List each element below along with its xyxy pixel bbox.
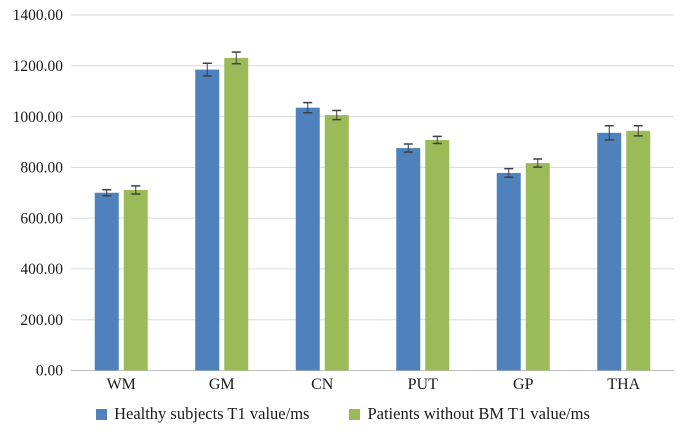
- legend-swatch-icon: [349, 408, 361, 420]
- bar-patients-without-bm: [626, 130, 651, 371]
- legend-label: Healthy subjects T1 value/ms: [114, 404, 310, 423]
- y-axis-tick-label: 0.00: [36, 363, 63, 380]
- x-axis-category-label: PUT: [408, 376, 438, 393]
- x-axis-category-label: CN: [311, 376, 334, 393]
- x-axis-category-label: THA: [607, 376, 640, 393]
- legend-swatch-icon: [96, 408, 108, 420]
- chart-legend: Healthy subjects T1 value/ms Patients wit…: [0, 404, 686, 424]
- y-axis-tick-label: 1200.00: [13, 58, 64, 75]
- bar-patients-without-bm: [525, 163, 550, 371]
- y-axis-tick-label: 1400.00: [13, 7, 64, 24]
- bar-patients-without-bm: [324, 115, 349, 371]
- bar-patients-without-bm: [123, 189, 148, 371]
- x-axis-category-label: WM: [107, 376, 136, 393]
- legend-item: Healthy subjects T1 value/ms: [96, 404, 309, 424]
- y-axis-tick-label: 200.00: [20, 312, 63, 329]
- bar-healthy-subjects: [496, 172, 521, 371]
- x-axis-category-label: GP: [513, 376, 534, 393]
- y-axis-tick-label: 1000.00: [13, 109, 64, 126]
- bar-healthy-subjects: [195, 69, 220, 371]
- x-axis-category-label: GM: [209, 376, 235, 393]
- bar-healthy-subjects: [295, 107, 320, 371]
- bar-patients-without-bm: [425, 139, 450, 371]
- bar-healthy-subjects: [597, 132, 622, 371]
- y-axis-tick-label: 800.00: [20, 160, 63, 177]
- bar-healthy-subjects: [94, 192, 119, 371]
- y-axis-tick-label: 400.00: [20, 261, 63, 278]
- bar-healthy-subjects: [396, 148, 421, 371]
- legend-label: Patients without BM T1 value/ms: [367, 404, 590, 423]
- y-axis-tick-label: 600.00: [20, 210, 63, 227]
- bar-patients-without-bm: [224, 57, 249, 371]
- legend-item: Patients without BM T1 value/ms: [349, 404, 590, 424]
